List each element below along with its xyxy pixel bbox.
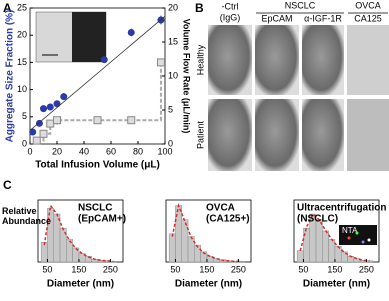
x-tick-label: 0 [27, 146, 32, 156]
micrograph [302, 99, 344, 171]
x-tick-label: 150 [71, 264, 86, 274]
micrograph [255, 99, 299, 171]
flow-rate-point [156, 58, 165, 67]
x-tick-label: 20 [52, 146, 62, 156]
micrograph [347, 25, 389, 95]
y-tick-label: 0 [22, 138, 27, 148]
x-tick-label: 50 [298, 264, 308, 274]
y2-axis-label: Volume Flow Rate (μL/min) [182, 19, 192, 134]
y-tick-label: 5 [22, 111, 27, 121]
data-point [40, 105, 47, 113]
y-tick-label: 25 [17, 2, 27, 12]
flow-rate-point [53, 116, 61, 125]
histogram-bar [347, 256, 355, 263]
panel-title: NSCLC [78, 203, 112, 214]
x-tick-label: 150 [199, 264, 214, 274]
x-tick-label: 40 [79, 146, 89, 156]
micrograph [255, 25, 299, 95]
y2-tick-label: 15 [168, 36, 178, 46]
panel-title: (EpCAM+) [78, 214, 126, 225]
panel-label: B [195, 1, 204, 15]
flow-rate-point [127, 116, 136, 125]
flow-rate-point [39, 129, 48, 138]
y2-tick-label: 0 [168, 138, 173, 148]
fit-curve [171, 203, 242, 263]
x-tick-label: 250 [103, 264, 118, 274]
row-label: Patient [195, 120, 205, 149]
x-axis-label: Diameter (nm) [47, 279, 114, 290]
micrograph [302, 25, 344, 95]
y2-tick-label: 20 [168, 2, 178, 12]
x-tick-label: 250 [231, 264, 246, 274]
group-label: NSCLC [285, 0, 316, 10]
x-tick-label: 50 [42, 264, 52, 274]
x-tick-label: 150 [327, 264, 342, 274]
inset-image-dark [72, 12, 106, 62]
micrograph [208, 99, 252, 171]
micrograph [208, 25, 252, 95]
histogram-bar [296, 250, 304, 263]
x-tick-label: 250 [359, 264, 374, 274]
data-point [46, 103, 54, 111]
y2-tick-label: 10 [168, 70, 178, 80]
y-tick-label: 15 [17, 57, 27, 67]
data-point [60, 93, 68, 101]
data-point [35, 119, 43, 127]
inset-particle [347, 236, 351, 240]
panel-title: Ultracentrifugation [297, 203, 386, 214]
inset-particle [367, 238, 371, 242]
histogram-bar [110, 261, 117, 263]
micrograph [347, 99, 389, 171]
column-label: (IgG) [220, 12, 241, 22]
inset-particle [355, 231, 359, 235]
histogram-bar [168, 233, 176, 263]
y2-tick-label: 5 [168, 104, 173, 114]
histogram-bar [322, 230, 329, 263]
x-tick-label: 60 [106, 146, 116, 156]
panel-label: C [3, 178, 12, 192]
column-label: EpCAM [261, 13, 292, 23]
micrograph-grid [208, 12, 389, 171]
histogram-bar [315, 219, 323, 263]
column-label: CA125 [354, 13, 382, 23]
column-label: α-IGF-1R [304, 13, 342, 23]
flow-rate-point [93, 116, 102, 125]
histogram-bar [328, 239, 336, 263]
x-tick-label: 100 [157, 146, 172, 156]
y-tick-label: 20 [17, 30, 27, 40]
y-axis-label: Relative Abundance [2, 206, 52, 226]
data-point [53, 100, 61, 108]
flow-rate-point [46, 119, 55, 128]
panel-title: OVCA [206, 203, 235, 214]
histogram-bar [66, 239, 73, 263]
x-axis-label: Total Infusion Volume (μL) [35, 160, 160, 171]
fit-line [29, 15, 166, 131]
histogram-bar [334, 245, 342, 263]
histogram-bar [181, 219, 189, 263]
fit-curve [299, 212, 370, 262]
panel-label: A [3, 1, 12, 15]
x-axis-label: Diameter (nm) [303, 279, 370, 290]
data-point [29, 128, 37, 136]
y-tick-label: 10 [17, 84, 27, 94]
data-point [127, 28, 135, 36]
x-tick-label: 50 [170, 264, 180, 274]
inset-particle [361, 240, 365, 244]
histogram-bar [187, 236, 195, 263]
data-point [100, 56, 108, 64]
histogram-bar [40, 242, 48, 263]
flow-rate-point [32, 136, 41, 145]
x-axis-label: Diameter (nm) [175, 279, 242, 290]
y-axis-label: Aggregate Size Fraction (%) [5, 10, 16, 143]
panel-title: (NSCLC) [297, 214, 338, 225]
group-label: OVCA [355, 0, 381, 10]
histogram-bar [366, 260, 373, 263]
row-label: Healthy [195, 44, 205, 75]
inset-label: NTA [342, 226, 358, 235]
column-label: -Ctrl [222, 1, 239, 11]
x-tick-label: 80 [133, 146, 143, 156]
panel-title: (CA125+) [206, 214, 250, 225]
